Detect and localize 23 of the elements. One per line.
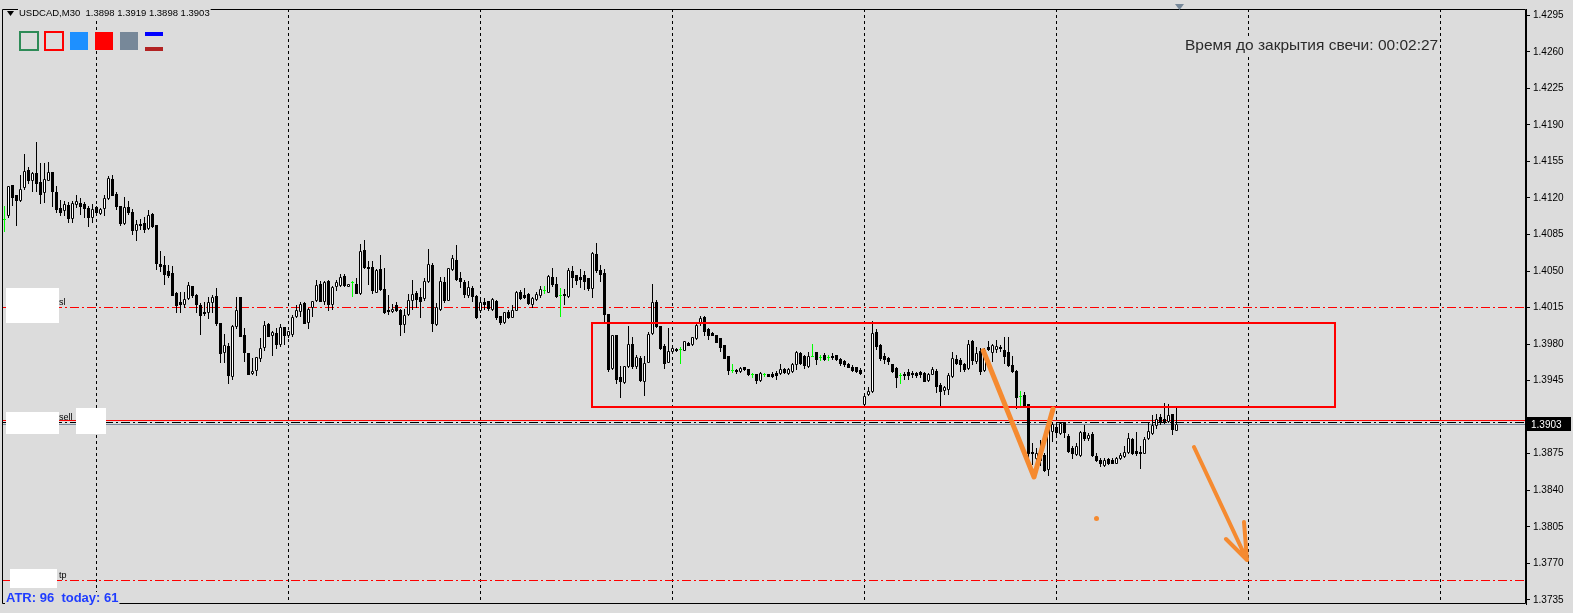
ref-line-label: sl <box>59 297 66 307</box>
y-tick-label: 1.4155 <box>1533 155 1565 167</box>
ref-line-label: sell <box>59 412 73 422</box>
y-tick-label: 1.3735 <box>1533 593 1565 605</box>
y-tick-label: 1.4225 <box>1533 82 1565 94</box>
y-tick-label: 1.3945 <box>1533 374 1565 386</box>
ref-line-label: 1.3903 <box>1531 418 1563 430</box>
ref-line-label: tp <box>59 570 67 580</box>
annotation: Время до закрытия свечи: 00:02:27 <box>1185 36 1439 53</box>
y-tick-label: 1.3980 <box>1533 337 1565 349</box>
y-tick-label: 1.4085 <box>1533 228 1565 240</box>
y-tick-label: 1.4120 <box>1533 191 1565 203</box>
chart-title: USDCAD,M30 1.3898 1.3919 1.3898 1.3903 <box>19 7 210 18</box>
y-tick-label: 1.4295 <box>1533 9 1565 21</box>
y-tick-label: 1.4260 <box>1533 45 1565 57</box>
annotation: ATR: 96 today: 61 <box>6 590 119 605</box>
y-tick-label: 1.4190 <box>1533 118 1565 130</box>
y-tick-label: 1.3770 <box>1533 557 1565 569</box>
y-tick-label: 1.3875 <box>1533 447 1565 459</box>
y-tick-label: 1.3840 <box>1533 483 1565 495</box>
y-tick-label: 1.4015 <box>1533 301 1565 313</box>
y-tick-label: 1.4050 <box>1533 264 1565 276</box>
y-tick-label: 1.3805 <box>1533 520 1565 532</box>
